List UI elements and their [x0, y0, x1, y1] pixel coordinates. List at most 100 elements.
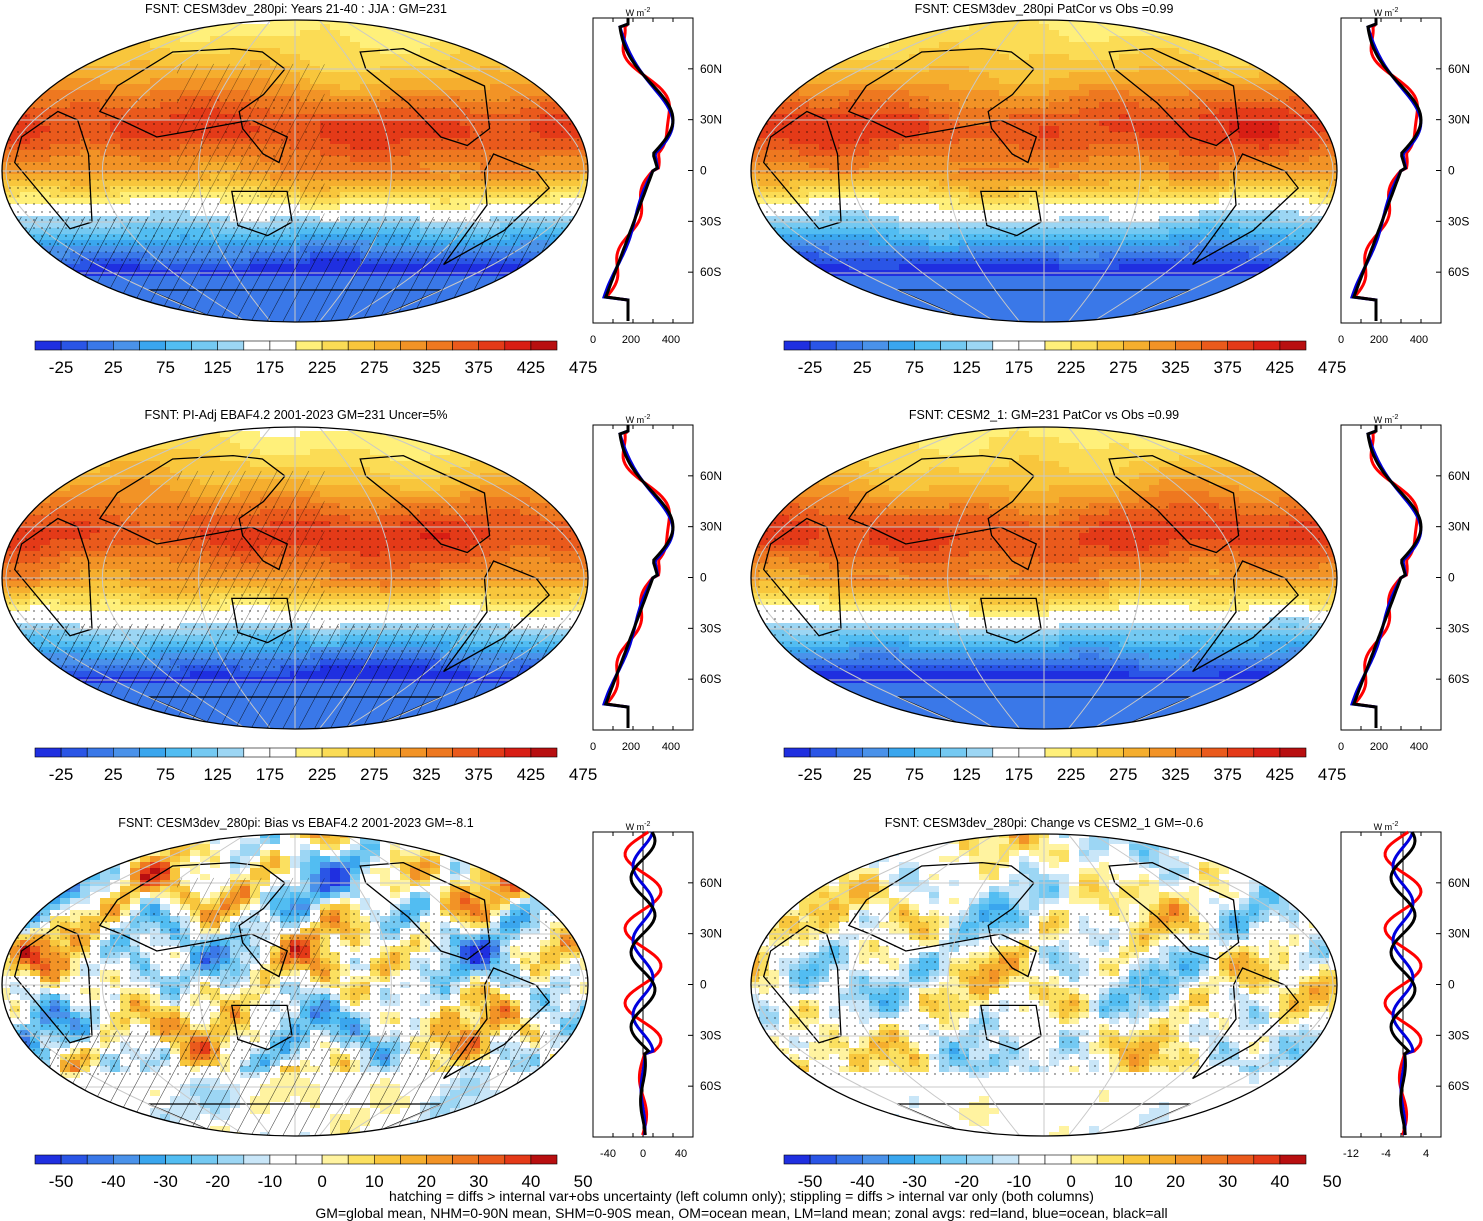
colorbar-swatch — [191, 747, 219, 758]
colorbar-swatch — [321, 340, 349, 351]
zonal-value-tick-label: 400 — [662, 741, 680, 753]
colorbar-tick-label: 25 — [104, 765, 123, 784]
zonal-value-tick-label: 400 — [662, 334, 680, 346]
footer-note-definitions: GM=global mean, NHM=0-90N mean, SHM=0-90… — [315, 1205, 1168, 1221]
colorbar-swatch — [86, 747, 114, 758]
hatching — [2, 1030, 588, 1136]
colorbar-swatch — [783, 340, 811, 351]
colorbar-swatch — [1070, 1154, 1098, 1165]
colorbar-swatch — [295, 1154, 323, 1165]
colorbar-tick-label: 475 — [1318, 765, 1346, 784]
colorbar-tick-label: 20 — [1166, 1172, 1185, 1191]
zonal-curve-all — [603, 425, 675, 728]
map-border — [750, 833, 1338, 1137]
colorbar-swatch — [992, 747, 1020, 758]
colorbar-swatch — [1044, 1154, 1072, 1165]
colorbar-swatch — [809, 1154, 837, 1165]
colorbar-swatch — [1253, 747, 1281, 758]
zonal-curve-land — [1351, 18, 1420, 321]
colorbar-swatch — [269, 1154, 297, 1165]
zonal-average-plot: W m-2 60N 30N 0 30S 60S 0 200 400 — [1338, 414, 1470, 753]
zonal-lat-tick-label: 30S — [700, 1028, 721, 1042]
panel-title: FSNT: CESM3dev_280pi: Bias vs EBAF4.2 20… — [118, 816, 474, 830]
panel-title: FSNT: PI-Adj EBAF4.2 2001-2023 GM=231 Un… — [144, 408, 448, 422]
colorbar-swatch — [60, 747, 88, 758]
colorbar-tick-label: 20 — [417, 1172, 436, 1191]
zonal-value-tick-label: -12 — [1343, 1148, 1359, 1160]
colorbar-swatch — [1227, 340, 1255, 351]
zonal-lat-tick-label: 30S — [700, 621, 721, 635]
colorbar-swatch — [295, 747, 323, 758]
zonal-value-tick-label: 40 — [675, 1148, 687, 1160]
colorbar-swatch — [191, 340, 219, 351]
zonal-lat-tick-label: 0 — [1448, 571, 1455, 585]
colorbar-swatch — [426, 1154, 453, 1165]
zonal-lat-tick-label: 0 — [700, 164, 707, 178]
colorbar-swatch — [1253, 340, 1281, 351]
colorbar-swatch — [269, 340, 297, 351]
zonal-curve-all — [1351, 18, 1423, 321]
colorbar-tick-label: 475 — [1318, 358, 1346, 377]
colorbar-tick-label: -10 — [1007, 1172, 1032, 1191]
colorbar-tick-label: 325 — [412, 358, 440, 377]
map-border — [750, 426, 1338, 730]
zonal-curve-land — [1351, 425, 1420, 728]
colorbar-swatch — [966, 340, 994, 351]
colorbar-swatch — [888, 1154, 915, 1165]
colorbar-swatch — [835, 747, 863, 758]
colorbar-tick-label: -10 — [258, 1172, 283, 1191]
colorbar-tick-label: 375 — [465, 765, 493, 784]
colorbar-tick-label: -30 — [902, 1172, 927, 1191]
zonal-value-tick-label: 0 — [1338, 334, 1344, 346]
zonal-value-tick-label: 0 — [590, 334, 596, 346]
zonal-lat-tick-label: 60N — [1448, 62, 1470, 76]
colorbar-swatch — [373, 747, 401, 758]
colorbar-swatch — [1279, 340, 1307, 351]
colorbar-swatch — [426, 340, 453, 351]
colorbar-tick-label: 275 — [1109, 765, 1137, 784]
colorbar-tick-label: 275 — [360, 358, 388, 377]
footer-note-hatching: hatching = diffs > internal var+obs unce… — [389, 1188, 1094, 1204]
colorbar-swatch — [139, 340, 166, 351]
colorbar-swatch — [400, 340, 427, 351]
colorbar-tick-label: 40 — [1270, 1172, 1289, 1191]
colorbar-tick-label: 30 — [1218, 1172, 1237, 1191]
colorbar-swatch — [1175, 747, 1202, 758]
colorbar-swatch — [914, 1154, 941, 1165]
colorbar-swatch — [1149, 747, 1176, 758]
colorbar-swatch — [914, 340, 941, 351]
zonal-average-plot: W m-2 60N 30N 0 30S 60S -12 -4 4 — [1340, 821, 1470, 1160]
colorbar-tick-label: -25 — [49, 358, 74, 377]
zonal-unit-label: W m-2 — [1374, 414, 1399, 425]
zonal-average-plot: W m-2 60N 30N 0 30S 60S -40 0 40 — [592, 821, 722, 1160]
colorbar-swatch — [373, 1154, 401, 1165]
zonal-lat-tick-label: 60S — [700, 265, 721, 279]
colorbar-swatch — [139, 1154, 166, 1165]
zonal-unit-label: W m-2 — [626, 414, 651, 425]
colorbar-tick-label: 375 — [1214, 358, 1242, 377]
colorbar-tick-label: 75 — [156, 358, 175, 377]
colorbar-swatch — [530, 1154, 558, 1165]
zonal-lat-tick-label: 60S — [700, 1079, 721, 1093]
colorbar-swatch — [243, 1154, 271, 1165]
map-border — [750, 19, 1338, 323]
zonal-unit-label: W m-2 — [626, 7, 651, 18]
colorbar-tick-label: -25 — [798, 358, 823, 377]
colorbar-tick-label: 175 — [256, 765, 284, 784]
colorbar-tick-label: -40 — [850, 1172, 875, 1191]
zonal-lat-tick-label: 0 — [1448, 978, 1455, 992]
colorbar-swatch — [1070, 747, 1098, 758]
colorbar-tick-label: 175 — [1005, 765, 1033, 784]
colorbar-swatch — [940, 1154, 968, 1165]
colorbar-tick-label: -50 — [49, 1172, 74, 1191]
zonal-lat-tick-label: 30S — [1448, 214, 1469, 228]
colorbar-swatch — [1279, 747, 1307, 758]
colorbar-swatch — [269, 747, 297, 758]
colorbar-swatch — [1175, 1154, 1202, 1165]
colorbar-swatch — [783, 747, 811, 758]
zonal-lat-tick-label: 0 — [700, 571, 707, 585]
colorbar-swatch — [191, 1154, 219, 1165]
zonal-lat-tick-label: 30N — [1448, 520, 1470, 534]
zonal-curve-land — [603, 425, 672, 728]
zonal-lat-tick-label: 30N — [700, 113, 722, 127]
